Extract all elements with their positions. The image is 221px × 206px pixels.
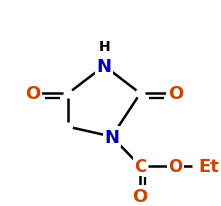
Text: O: O xyxy=(168,157,183,175)
Text: N: N xyxy=(97,57,112,75)
Text: H: H xyxy=(98,40,110,54)
Text: O: O xyxy=(133,187,148,205)
Text: C: C xyxy=(134,157,146,175)
Text: N: N xyxy=(104,128,119,146)
Text: O: O xyxy=(26,85,41,103)
Text: O: O xyxy=(168,85,183,103)
Text: Et: Et xyxy=(198,157,219,175)
